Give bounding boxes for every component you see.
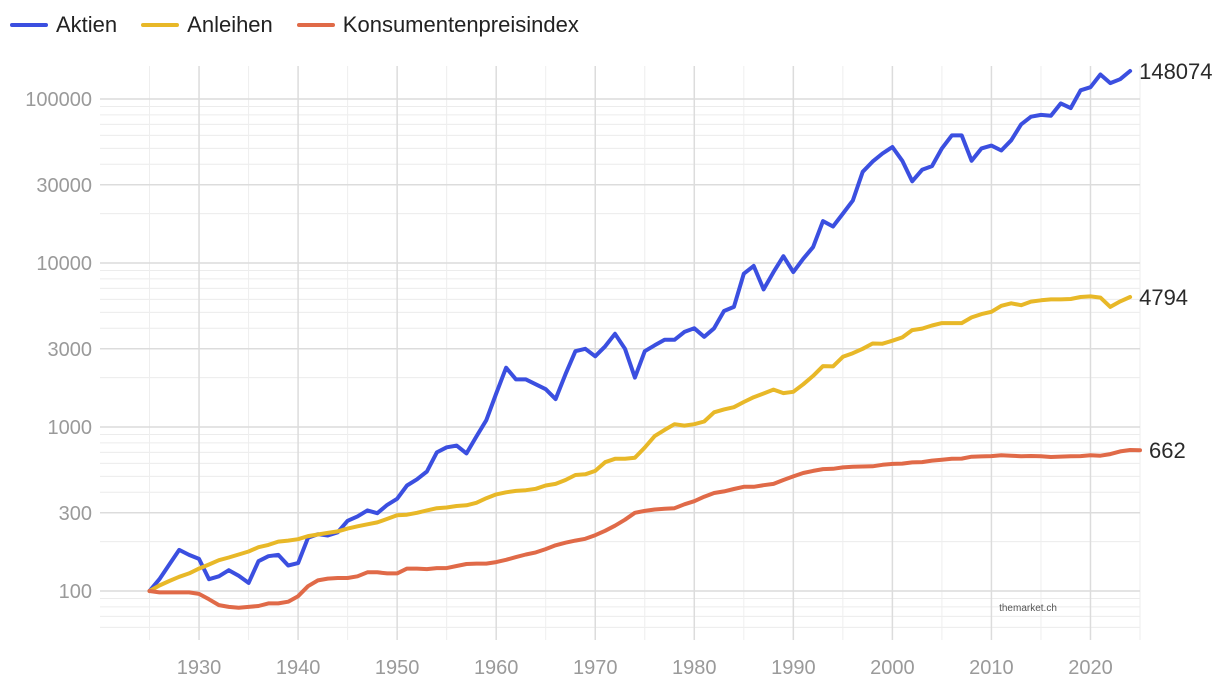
chart-legend: Aktien Anleihen Konsumentenpreisindex xyxy=(10,8,579,42)
series-layer xyxy=(147,69,1142,610)
legend-item-aktien[interactable]: Aktien xyxy=(10,12,117,38)
legend-swatch-aktien xyxy=(10,23,48,27)
labels-layer: 100 300 1000 3000 10000 30000 100000 1930 1940 19… xyxy=(25,59,1212,679)
legend-label-konsumentenpreisindex: Konsumentenpreisindex xyxy=(342,12,579,37)
x-tick-label: 2020 xyxy=(1068,657,1113,679)
y-tick-label: 1000 xyxy=(48,417,93,439)
end-label-konsumentenpreisindex: 662 xyxy=(1149,438,1186,463)
legend-item-anleihen[interactable]: Anleihen xyxy=(141,12,273,38)
x-tick-label: 2010 xyxy=(969,657,1014,679)
legend-swatch-anleihen xyxy=(141,23,180,27)
y-tick-label: 10000 xyxy=(36,253,92,275)
minor-gridlines xyxy=(100,66,1141,640)
series-line-anleihen xyxy=(147,294,1133,593)
x-tick-label: 1940 xyxy=(276,657,321,679)
y-tick-label: 300 xyxy=(59,503,92,525)
y-tick-label: 30000 xyxy=(36,175,92,197)
source-note: themarket.ch xyxy=(999,603,1057,614)
series-line-konsumentenpreisindex xyxy=(147,448,1142,610)
x-tick-label: 1930 xyxy=(177,657,222,679)
legend-swatch-konsumentenpreisindex xyxy=(296,23,335,27)
x-tick-label: 1970 xyxy=(573,657,618,679)
legend-label-anleihen: Anleihen xyxy=(187,12,273,37)
y-tick-label: 100 xyxy=(59,581,92,603)
legend-label-aktien: Aktien xyxy=(56,12,118,37)
x-tick-label: 1960 xyxy=(474,657,519,679)
major-gridlines xyxy=(100,66,1140,640)
y-tick-label: 100000 xyxy=(25,89,92,111)
x-tick-label: 2000 xyxy=(870,657,915,679)
x-tick-label: 1980 xyxy=(672,657,717,679)
y-tick-label: 3000 xyxy=(48,339,93,361)
x-tick-label: 1950 xyxy=(375,657,420,679)
x-tick-label: 1990 xyxy=(771,657,816,679)
end-label-aktien: 148074 xyxy=(1139,59,1212,84)
legend-item-konsumentenpreisindex[interactable]: Konsumentenpreisindex xyxy=(296,12,579,38)
end-label-anleihen: 4794 xyxy=(1139,285,1188,310)
